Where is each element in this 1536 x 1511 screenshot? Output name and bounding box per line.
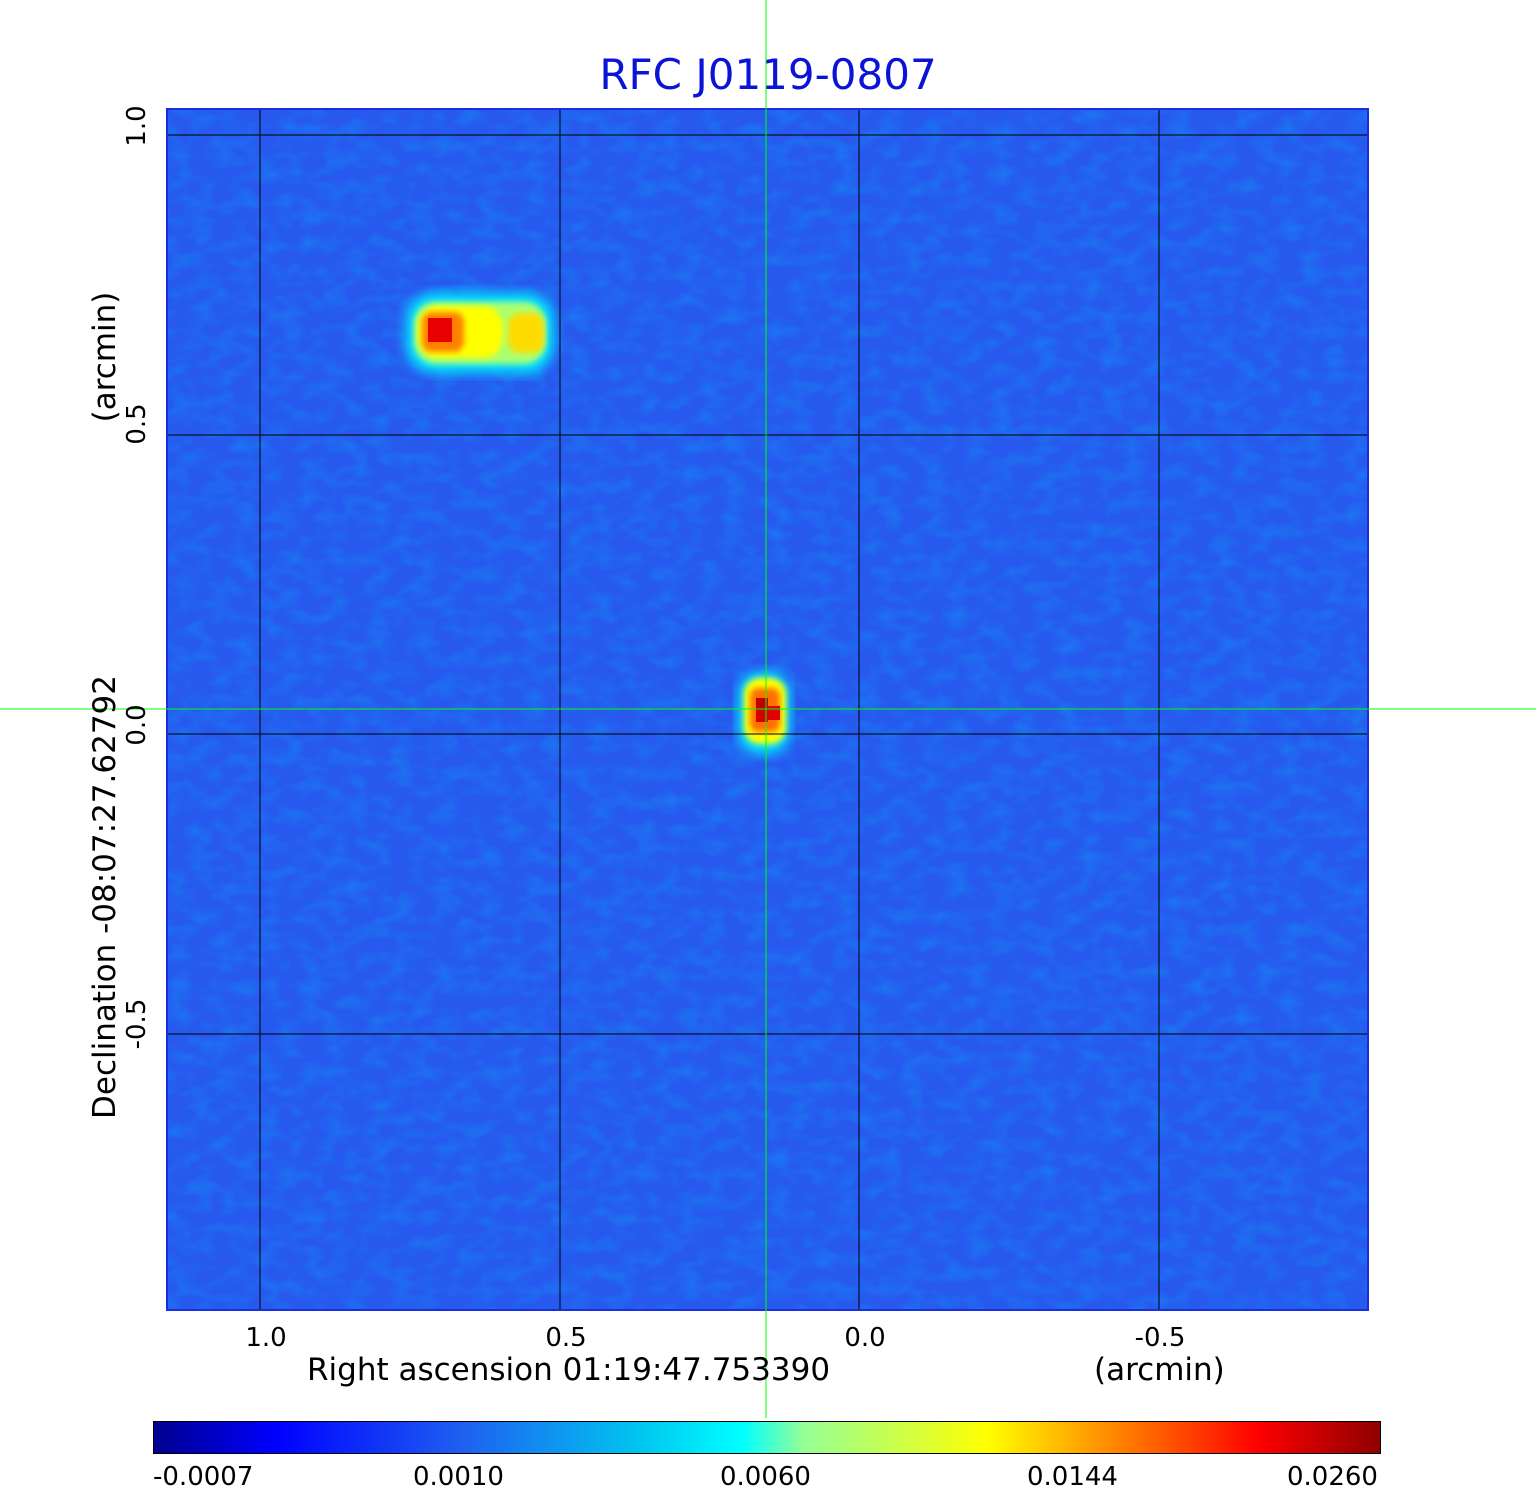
x-tick-label: 0.0 (844, 1323, 886, 1353)
x-tick-label: -0.5 (1134, 1323, 1186, 1353)
y-axis-unit: (arcmin) (87, 291, 123, 423)
coordinate-grid (168, 110, 1367, 1309)
y-tick-label: 0.0 (122, 704, 152, 746)
colorbar-tick-label: 0.0010 (413, 1462, 504, 1492)
colorbar-tick-label: -0.0007 (153, 1462, 254, 1492)
x-axis-unit: (arcmin) (1094, 1352, 1225, 1388)
colorbar-tick-label: 0.0260 (1287, 1462, 1378, 1492)
source-upper-left (406, 293, 554, 373)
x-tick-label: 1.0 (245, 1323, 287, 1353)
y-tick-label: -0.5 (122, 998, 152, 1050)
x-tick-label: 0.5 (545, 1323, 587, 1353)
y-tick-label: 1.0 (122, 105, 152, 147)
y-axis-label: Declination -08:07:27.62792 (87, 675, 123, 1119)
x-axis-label: Right ascension 01:19:47.753390 (307, 1352, 831, 1388)
colorbar-tick-label: 0.0060 (720, 1462, 811, 1492)
plot-title: RFC J0119-0807 (599, 50, 937, 99)
colorbar-tick-label: 0.0144 (1027, 1462, 1118, 1492)
y-tick-label: 0.5 (122, 403, 152, 445)
colorbar (153, 1421, 1381, 1454)
